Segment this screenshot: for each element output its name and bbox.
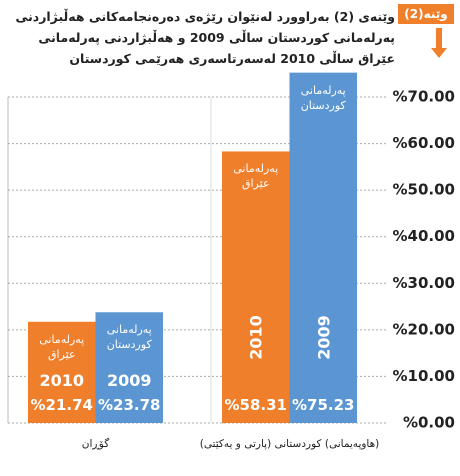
bar-series-label: پەرلەمانی عێراق xyxy=(233,162,279,191)
y-tick-label: %40.00 xyxy=(393,227,455,245)
y-tick-label: %0.00 xyxy=(403,414,455,432)
bar-year-label: 2009 xyxy=(313,315,333,360)
bar xyxy=(289,72,357,424)
bar-series-label: پەرلەمانی کوردستان xyxy=(106,323,152,352)
bar-value-label: %21.74 xyxy=(30,396,93,414)
bar-year-label: 2010 xyxy=(246,315,266,360)
bar xyxy=(95,312,163,423)
y-tick-label: %60.00 xyxy=(393,134,455,152)
y-tick-label: %70.00 xyxy=(393,88,455,106)
bar xyxy=(28,321,96,423)
bar-value-label: %58.31 xyxy=(224,396,287,414)
bar-year-label: 2010 xyxy=(39,371,85,390)
x-tick-label: (هاوپەیمانی) کوردستانی (پارتی و یەکێتی) xyxy=(199,438,380,450)
figure-badge: وێنە(2) xyxy=(398,4,454,24)
y-tick-label: %10.00 xyxy=(393,367,455,385)
y-tick-label: %30.00 xyxy=(393,274,455,292)
bar xyxy=(222,151,290,423)
bar-series-label: پەرلەمانی عێراق xyxy=(39,332,85,361)
y-tick-label: %20.00 xyxy=(393,320,455,338)
x-tick-label: گۆڕان xyxy=(81,438,110,450)
arrow-icon xyxy=(431,28,447,58)
y-tick-label: %50.00 xyxy=(393,181,455,199)
bar-value-label: %75.23 xyxy=(292,396,355,414)
bar-year-label: 2009 xyxy=(106,371,152,390)
chart-title: وێنەی (2) بەراوورد لەنێوان رێژەی دەرەنجا… xyxy=(15,9,395,66)
bar-value-label: %23.78 xyxy=(98,396,161,414)
bar-series-label: پەرلەمانی کوردستان xyxy=(300,83,346,112)
